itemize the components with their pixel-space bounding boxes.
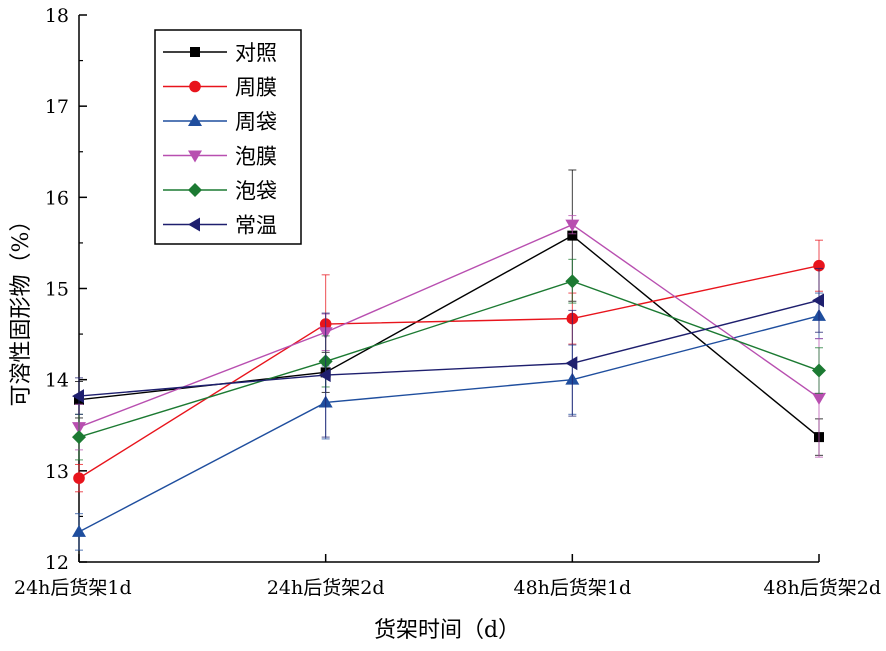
- circle-marker: [189, 80, 201, 93]
- triangle-down-marker: [188, 150, 202, 163]
- triangle-left-marker: [812, 293, 824, 308]
- square-marker: [190, 47, 200, 57]
- legend-label: 常温: [235, 214, 277, 238]
- y-tick-label: 12: [45, 552, 69, 574]
- triangle-left-marker: [565, 356, 578, 371]
- series-diamond: [72, 258, 826, 461]
- x-tick-label: 48h后货架2d: [763, 577, 881, 599]
- diamond-marker: [72, 430, 86, 445]
- series-line: [78, 234, 820, 438]
- series-line: [78, 280, 820, 438]
- triangle-down-marker: [565, 219, 580, 232]
- triangle-left-marker: [72, 389, 84, 404]
- y-tick-label: 17: [45, 96, 69, 118]
- square-marker: [567, 230, 578, 241]
- series-line: [78, 223, 820, 428]
- x-tick-label: 24h后货架2d: [267, 577, 385, 599]
- circle-marker: [73, 472, 85, 484]
- diamond-marker: [565, 274, 580, 289]
- x-tick-label: 24h后货架1d: [14, 577, 132, 599]
- legend-label: 泡膜: [235, 145, 277, 169]
- legend-label: 泡袋: [235, 179, 277, 203]
- triangle-up-marker: [188, 114, 202, 126]
- legend-label: 周袋: [235, 110, 277, 134]
- triangle-down-marker: [812, 392, 826, 405]
- series-line: [78, 299, 820, 397]
- y-tick-label: 18: [45, 5, 69, 27]
- diamond-marker: [812, 363, 826, 378]
- series-triangle-left: [72, 267, 824, 438]
- x-tick-label: 48h后货架1d: [513, 577, 631, 599]
- series-line: [78, 265, 820, 479]
- triangle-left-marker: [318, 368, 331, 383]
- y-tick-label: 14: [45, 370, 69, 392]
- series-layer: [72, 169, 826, 551]
- triangle-left-marker: [188, 217, 200, 232]
- legend-label: 周膜: [235, 76, 277, 100]
- triangle-up-marker: [72, 524, 86, 537]
- x-axis-title: 货架时间（d）: [374, 618, 520, 643]
- y-tick-label: 15: [45, 279, 69, 301]
- series-line: [78, 315, 820, 533]
- series-triangle-down: [72, 215, 826, 458]
- diamond-marker: [188, 183, 202, 197]
- y-tick-label: 13: [45, 461, 69, 483]
- legend-label: 对照: [235, 41, 277, 65]
- y-tick-label: 16: [45, 187, 69, 209]
- y-axis-title: 可溶性固形物（%）: [9, 210, 34, 407]
- legend-box: [154, 29, 302, 245]
- axes: 12 13 14 15 16 17 18 24h后货架1d 24h后货架2d 48h后货架1d 48…: [14, 5, 881, 599]
